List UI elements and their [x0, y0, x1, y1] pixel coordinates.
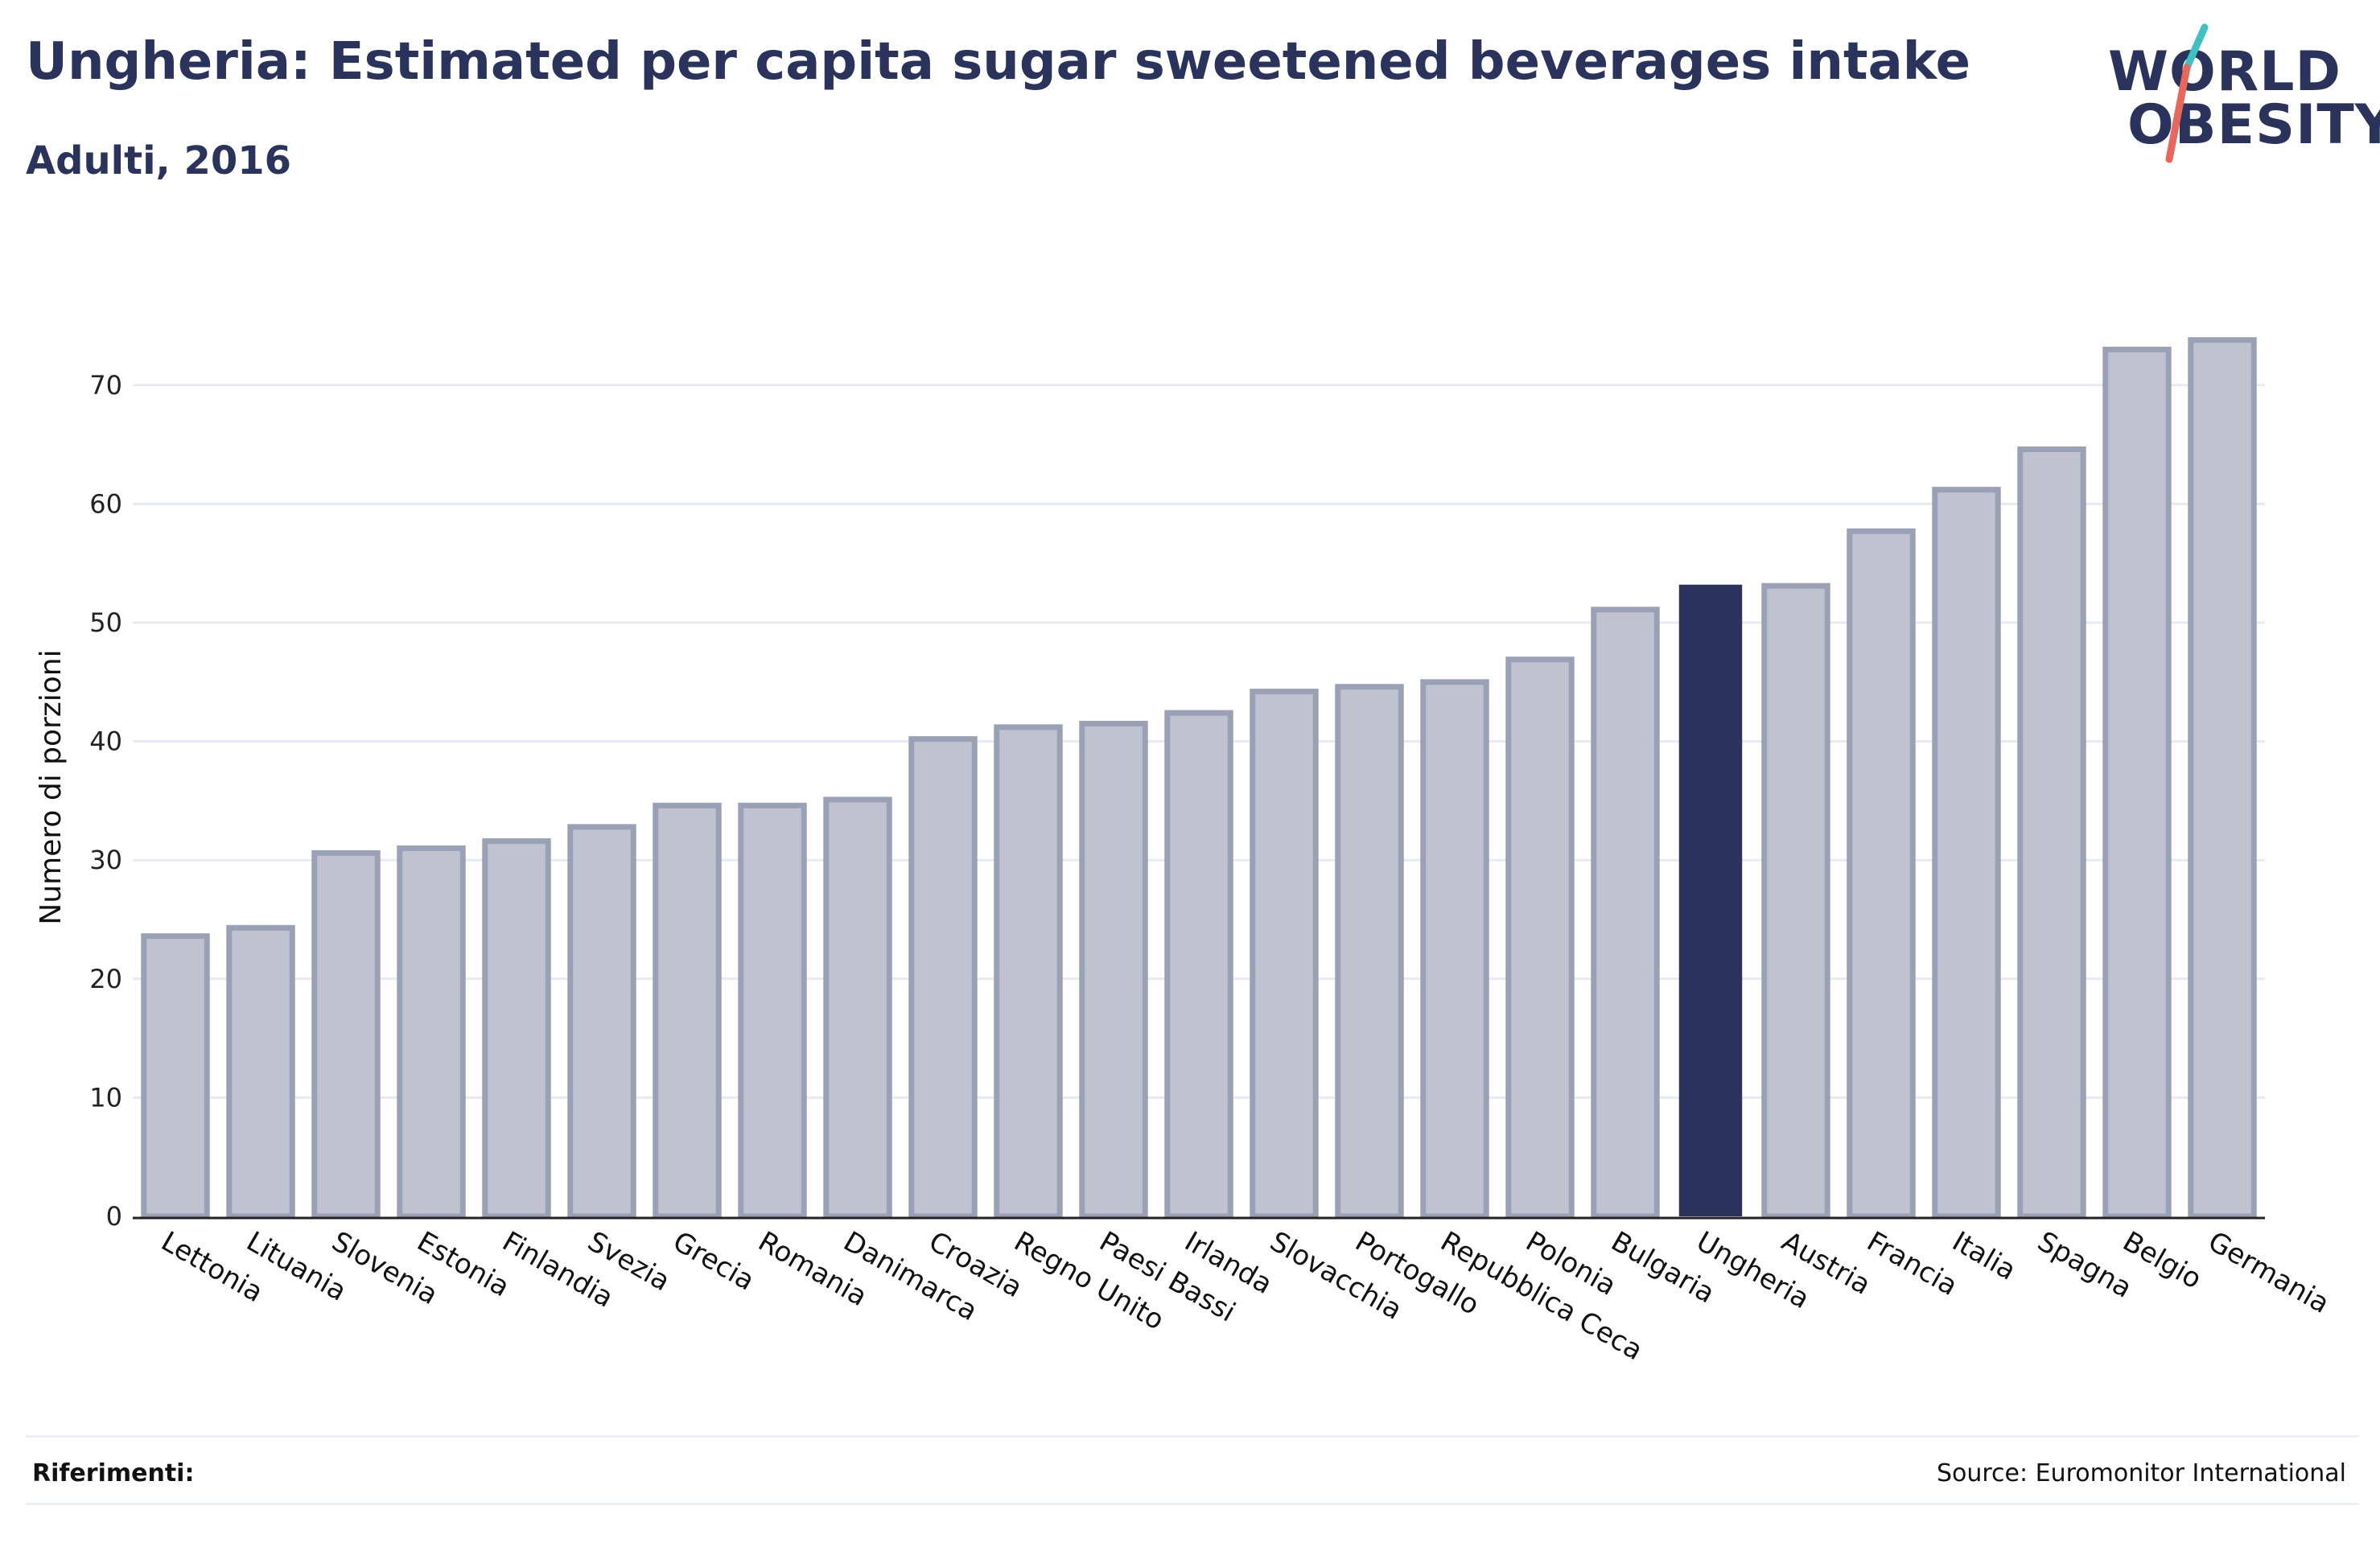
y-tick-labels: 0 10 20 30 40 50 60 70: [89, 370, 122, 1232]
bar-slovacchia: [1250, 689, 1319, 1220]
bar-croazia: [908, 736, 978, 1220]
bar-danimarca: [823, 796, 892, 1220]
bar-irlanda: [1164, 710, 1233, 1220]
bar-romania: [738, 802, 807, 1220]
y-tick-label: 10: [89, 1082, 122, 1113]
y-tick-label: 40: [89, 726, 122, 757]
bar-slovenia: [311, 850, 381, 1220]
bar-paesi-bassi: [1079, 720, 1148, 1220]
bar-ungheria: [1678, 584, 1743, 1216]
chart-subtitle: Adulti, 2016: [26, 138, 292, 183]
world-obesity-logo: WORLD OBESITY: [2092, 23, 2380, 167]
y-tick-label: 0: [106, 1201, 122, 1232]
x-tick-label: Grecia: [668, 1225, 760, 1297]
bar-finlandia: [482, 838, 551, 1220]
y-tick-label: 20: [89, 964, 122, 994]
footer-divider-bottom: [26, 1503, 2359, 1505]
bar-regno-unito: [994, 724, 1063, 1220]
bar-chart: 0 10 20 30 40 50 60 70 LettoniaLituaniaSlovenia…: [35, 337, 2335, 1367]
bar-spagna: [2017, 446, 2086, 1220]
logo-slash-icon: [2165, 23, 2209, 163]
bar-austria: [1761, 582, 1830, 1220]
y-tick-label: 60: [89, 488, 122, 519]
bar-italia: [1932, 487, 2001, 1220]
x-tick-label: Francia: [1862, 1225, 1963, 1302]
bar-belgio: [2102, 347, 2172, 1220]
footer-divider-top: [26, 1435, 2359, 1438]
references-label: Riferimenti:: [32, 1459, 195, 1487]
y-tick-label: 70: [89, 370, 122, 401]
bar-repubblica-ceca: [1420, 679, 1489, 1220]
bar-francia: [1847, 528, 1916, 1220]
bar-lituania: [226, 924, 295, 1220]
x-tick-label: Spagna: [2032, 1225, 2138, 1305]
x-tick-labels: LettoniaLituaniaSloveniaEstoniaFinlandia…: [156, 1225, 2335, 1367]
y-tick-label: 30: [89, 845, 122, 875]
x-tick-label: Germania: [2203, 1225, 2335, 1320]
bar-portogallo: [1335, 684, 1404, 1220]
bar-svezia: [567, 824, 636, 1220]
bar-lettonia: [141, 933, 210, 1220]
source-text: Source: Euromonitor International: [1936, 1459, 2346, 1487]
bar-estonia: [397, 845, 466, 1220]
y-axis-label: Numero di porzioni: [35, 649, 68, 924]
bar-polonia: [1505, 656, 1575, 1220]
bar-germania: [2188, 337, 2257, 1220]
bar-grecia: [653, 802, 722, 1220]
logo-line-1: WORLD: [2108, 40, 2341, 104]
chart-title: Ungheria: Estimated per capita sugar swe…: [26, 32, 1970, 92]
bar-bulgaria: [1591, 607, 1660, 1220]
y-tick-label: 50: [89, 607, 122, 638]
bars: [141, 337, 2257, 1220]
